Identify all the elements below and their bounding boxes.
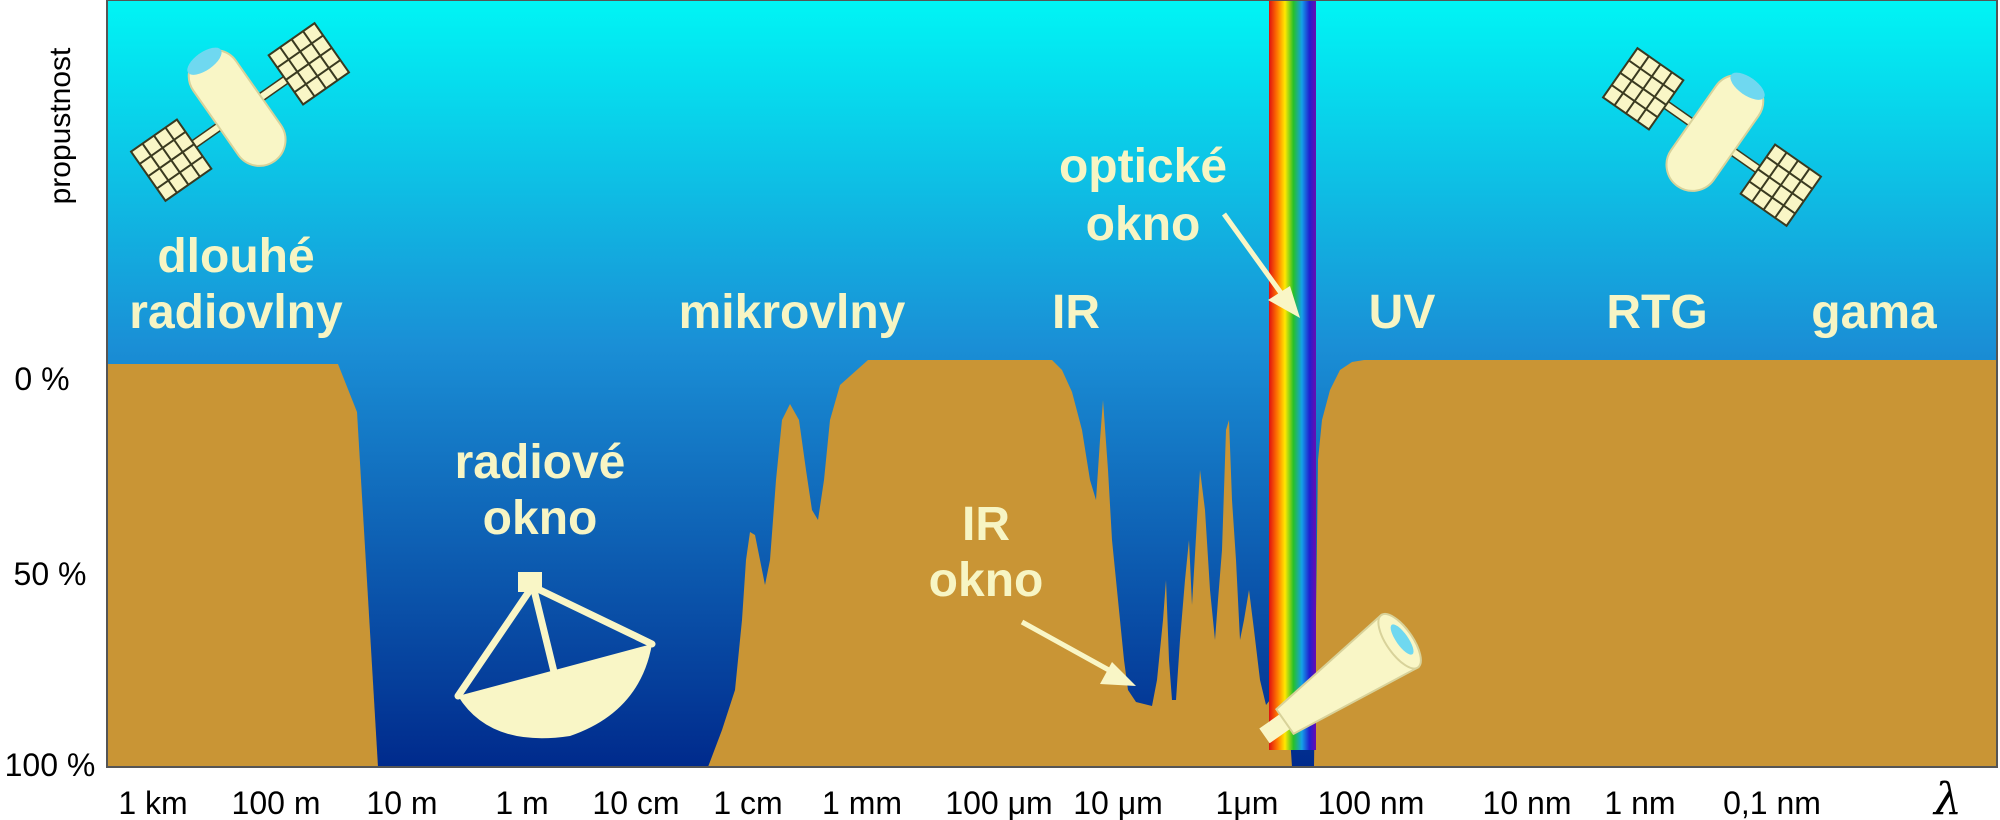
band-label-gamma: gama	[1811, 286, 1937, 339]
x-tick-label: 1μm	[1216, 785, 1279, 820]
opacity-microwave-ir-block	[708, 360, 1292, 767]
x-tick-label: 100 m	[232, 785, 321, 820]
window-label-radio: okno	[483, 492, 598, 545]
plot-frame	[106, 0, 1998, 768]
band-label-long-radio: dlouhé	[157, 230, 314, 283]
x-tick-label: 10 nm	[1483, 785, 1572, 820]
window-label-radio: radiové	[455, 436, 626, 489]
x-tick-label: 1 m	[495, 785, 548, 820]
window-label-ir: IR	[962, 498, 1010, 551]
x-tick-label: 1 nm	[1604, 785, 1675, 820]
x-tick-label: 10 μm	[1073, 785, 1163, 820]
y-axis-title: propustnost	[44, 47, 77, 204]
opacity-right-block	[1314, 360, 1997, 767]
y-tick-label: 50 %	[14, 556, 87, 592]
band-label-ir: IR	[1052, 286, 1100, 339]
x-tick-labels: 1 km 100 m 10 m 1 m 10 cm 1 cm 1 mm 100 …	[118, 774, 1962, 820]
satellite-icon	[1601, 46, 1823, 228]
x-tick-label: 100 nm	[1318, 785, 1425, 820]
x-tick-label: 1 cm	[713, 785, 782, 820]
band-label-long-radio: radiovlny	[129, 286, 343, 339]
optical-window-spectrum	[1269, 0, 1316, 750]
x-axis-symbol: λ	[1932, 774, 1962, 820]
satellite-icon	[129, 21, 351, 203]
x-tick-label: 1 km	[118, 785, 187, 820]
band-label-xray: RTG	[1606, 286, 1707, 339]
y-tick-label: 0 %	[14, 361, 69, 397]
window-label-optical: okno	[1086, 198, 1201, 251]
window-label-optical: optické	[1059, 140, 1227, 193]
x-tick-label: 100 μm	[945, 785, 1052, 820]
x-tick-label: 1 mm	[822, 785, 902, 820]
arrow-icon	[1020, 619, 1136, 686]
x-tick-label: 10 cm	[592, 785, 679, 820]
band-label-microwaves: mikrovlny	[679, 286, 906, 339]
window-label-ir: okno	[929, 554, 1044, 607]
band-label-uv: UV	[1369, 286, 1436, 339]
y-tick-label: 100 %	[5, 747, 96, 783]
x-tick-label: 0,1 nm	[1723, 785, 1821, 820]
radio-telescope-icon	[454, 572, 656, 739]
opacity-left-block	[107, 364, 378, 767]
arrow-icon	[1221, 212, 1300, 318]
optical-telescope-icon	[1259, 612, 1422, 744]
x-tick-label: 10 m	[366, 785, 437, 820]
